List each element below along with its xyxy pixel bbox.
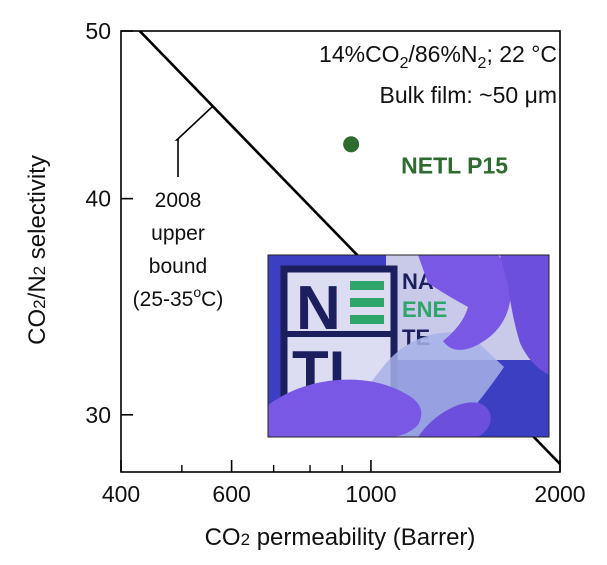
conditions-line-1: 14%CO2/86%N2; 22 °C [319,41,557,72]
y-tick-label: 30 [85,402,111,428]
netl-logo-letter-n: N [296,274,341,343]
glove-top [418,255,512,350]
x-tick-label: 400 [102,481,140,507]
inset-photo: N TL NATI ENE TE [267,254,550,438]
glove-bottom [268,379,422,437]
data-point-label-netl-p15: NETL P15 [401,152,508,178]
netl-logo-e-bar-3 [350,315,384,324]
upper-bound-label-line-3: bound [149,255,207,278]
upper-bound-label-temperature: (25-35oC) [133,284,224,311]
upper-bound-label-line-1: 2008 [155,189,202,212]
axes-frame [120,30,561,473]
netl-logo-e-bar-1 [350,281,384,290]
plot-area-border [120,30,561,473]
conditions-line-2: Bulk film: ~50 μm [380,82,558,108]
x-tick-label: 600 [212,481,250,507]
inset-photo-border [267,254,550,438]
x-tick-label: 1000 [345,481,396,507]
upper-bound-leader-line [174,105,214,177]
upper-bound-label-line-2: upper [151,222,205,245]
glove-top-right [500,255,549,375]
y-axis-ticks: 30 40 50 [85,18,133,428]
data-points [343,136,360,153]
data-point-netl-p15 [343,136,360,153]
data-point-labels: NETL P15 [401,152,508,178]
y-tick-label: 50 [85,18,111,44]
glove-bottom-finger [418,402,491,437]
netl-logo-e-bar-2 [350,298,384,307]
x-axis-ticks: 400 600 1000 2000 [102,460,586,507]
x-axis-title: CO2 permeability (Barrer) [205,524,476,551]
y-axis-title: CO2/N2 selectivity [24,155,51,345]
y-tick-label: 40 [85,186,111,212]
netl-logo-text-line-2: ENE [402,297,447,322]
x-tick-label: 2000 [534,481,585,507]
